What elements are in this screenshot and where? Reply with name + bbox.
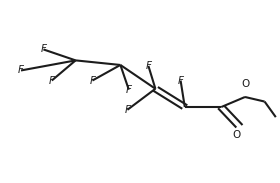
Text: F: F [124, 105, 130, 115]
Text: F: F [40, 44, 46, 54]
Text: F: F [145, 61, 151, 71]
Text: O: O [241, 79, 249, 89]
Text: F: F [18, 66, 24, 75]
Text: O: O [232, 130, 241, 140]
Text: F: F [89, 76, 95, 85]
Text: F: F [178, 76, 184, 85]
Text: F: F [126, 85, 132, 95]
Text: F: F [49, 76, 55, 85]
